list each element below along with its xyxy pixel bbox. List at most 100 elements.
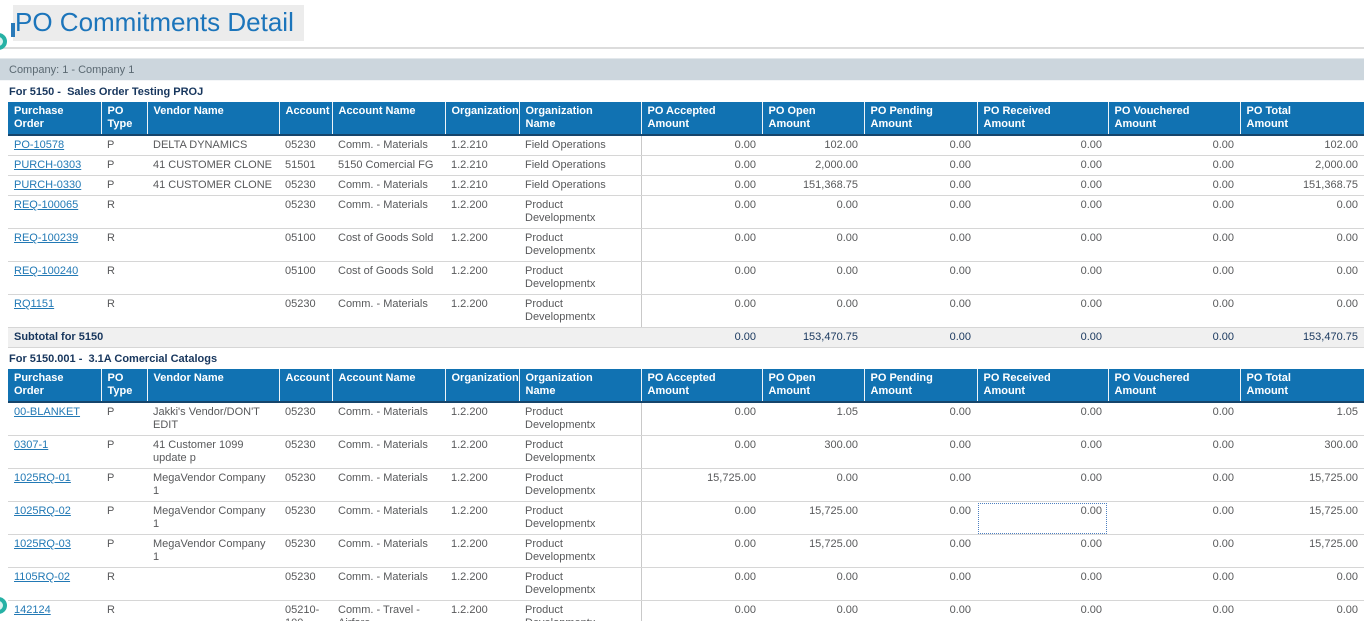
po-link[interactable]: 1105RQ-02: [14, 571, 71, 583]
accepted-cell: 0.00: [641, 402, 762, 436]
po-link[interactable]: 0307-1: [14, 439, 49, 451]
accepted-cell: 0.00: [641, 501, 762, 535]
column-header: PO Total Amount: [1240, 102, 1364, 136]
subtotal-received-cell: 0.00: [977, 327, 1108, 348]
open-cell: 1.05: [762, 402, 864, 436]
accepted-cell: 0.00: [641, 534, 762, 568]
account-name-cell: Comm. - Materials: [332, 567, 445, 601]
org-name-cell: Product Developmentx: [519, 600, 642, 621]
po-link[interactable]: 142124: [14, 604, 51, 616]
vendor-cell: MegaVendor Company 1: [147, 534, 279, 568]
received-cell: 0.00: [977, 294, 1108, 328]
open-cell: 0.00: [762, 261, 864, 295]
column-header: PO Vouchered Amount: [1108, 369, 1241, 403]
open-cell: 102.00: [762, 135, 864, 156]
account-name-cell: Comm. - Materials: [332, 402, 445, 436]
vendor-cell: MegaVendor Company 1: [147, 501, 279, 535]
po-link[interactable]: REQ-100240: [14, 265, 79, 277]
org-cell: 1.2.200: [445, 402, 519, 436]
type-cell: P: [101, 435, 147, 469]
po-cell: 1025RQ-03: [8, 534, 101, 568]
received-cell: 0.00: [977, 155, 1108, 176]
po-link[interactable]: PURCH-0330: [14, 179, 82, 191]
org-name-cell: Field Operations: [519, 155, 642, 176]
type-cell: R: [101, 228, 147, 262]
header-row: Purchase Order PO Type Vendor Name Account A…: [8, 369, 1364, 403]
account-cell: 05230: [279, 534, 332, 568]
subtotal-pending-cell: 0.00: [864, 327, 977, 348]
column-header: Vendor Name: [147, 102, 280, 136]
vendor-cell: [147, 195, 279, 229]
total-cell: 300.00: [1240, 435, 1364, 469]
report-body: For 5150 - Sales Order Testing PROJ Purch…: [0, 81, 1364, 621]
account-name-cell: Comm. - Materials: [332, 195, 445, 229]
po-link[interactable]: RQ1151: [14, 298, 55, 310]
account-cell: 05230: [279, 567, 332, 601]
received-cell: 0.00: [977, 261, 1108, 295]
accepted-cell: 0.00: [641, 135, 762, 156]
received-cell: 0.00: [977, 402, 1108, 436]
account-cell: 05210-100: [279, 600, 332, 621]
total-cell: 102.00: [1240, 135, 1364, 156]
pending-cell: 0.00: [864, 195, 977, 229]
column-header: PO Accepted Amount: [641, 102, 763, 136]
column-header: Vendor Name: [147, 369, 280, 403]
column-header: PO Type: [101, 369, 148, 403]
table-row: REQ-100240 R 05100 Cost of Goods Sold 1.2.20…: [8, 261, 1364, 295]
column-header: PO Type: [101, 102, 148, 136]
account-name-cell: Comm. - Materials: [332, 468, 445, 502]
table-row: 00-BLANKET P Jakki's Vendor/DON'T EDIT 0523…: [8, 402, 1364, 436]
column-header: PO Accepted Amount: [641, 369, 763, 403]
column-header: Organization: [445, 369, 520, 403]
org-cell: 1.2.200: [445, 261, 519, 295]
type-cell: P: [101, 534, 147, 568]
po-link[interactable]: 1025RQ-03: [14, 538, 71, 550]
subtotal-accepted-cell: 0.00: [641, 327, 762, 348]
table-row: 1105RQ-02 R 05230 Comm. - Materials 1.2.200 P…: [8, 567, 1364, 601]
column-header: Account: [279, 102, 333, 136]
vouchered-cell: 0.00: [1108, 468, 1240, 502]
vendor-cell: MegaVendor Company 1: [147, 468, 279, 502]
org-cell: 1.2.200: [445, 534, 519, 568]
received-cell: 0.00: [977, 534, 1108, 568]
total-cell: 15,725.00: [1240, 501, 1364, 535]
accepted-cell: 0.00: [641, 195, 762, 229]
po-link[interactable]: REQ-100239: [14, 232, 79, 244]
po-link[interactable]: REQ-100065: [14, 199, 79, 211]
subtotal-total-cell: 153,470.75: [1240, 327, 1364, 348]
type-cell: P: [101, 175, 147, 196]
pending-cell: 0.00: [864, 600, 977, 621]
column-header: PO Open Amount: [762, 102, 865, 136]
total-cell: 2,000.00: [1240, 155, 1364, 176]
po-link[interactable]: PURCH-0303: [14, 159, 82, 171]
table-row: PO-10578 P DELTA DYNAMICS 05230 Comm. - Mate…: [8, 135, 1364, 156]
po-link[interactable]: 1025RQ-02: [14, 505, 71, 517]
po-cell: REQ-100239: [8, 228, 101, 262]
po-cell: PO-10578: [8, 135, 101, 156]
table-row: PURCH-0330 P 41 CUSTOMER CLONE 05230 Comm. -…: [8, 175, 1364, 196]
open-cell: 0.00: [762, 294, 864, 328]
pending-cell: 0.00: [864, 155, 977, 176]
po-link[interactable]: 00-BLANKET: [14, 406, 81, 418]
vouchered-cell: 0.00: [1108, 435, 1240, 469]
type-cell: P: [101, 135, 147, 156]
total-cell: 151,368.75: [1240, 175, 1364, 196]
po-link[interactable]: 1025RQ-01: [14, 472, 71, 484]
column-header: PO Pending Amount: [864, 369, 978, 403]
commitments-table: Purchase Order PO Type Vendor Name Account A…: [8, 369, 1364, 621]
po-link[interactable]: PO-10578: [14, 139, 65, 151]
account-name-cell: Comm. - Materials: [332, 501, 445, 535]
po-cell: PURCH-0330: [8, 175, 101, 196]
po-cell: REQ-100065: [8, 195, 101, 229]
pending-cell: 0.00: [864, 261, 977, 295]
vouchered-cell: 0.00: [1108, 195, 1240, 229]
focused-cell[interactable]: 0.00: [977, 501, 1108, 535]
org-name-cell: Field Operations: [519, 175, 642, 196]
vendor-cell: [147, 228, 279, 262]
page-title: PO Commitments Detail: [13, 5, 304, 41]
pending-cell: 0.00: [864, 294, 977, 328]
table-row: PURCH-0303 P 41 CUSTOMER CLONE 51501 5150 Co…: [8, 155, 1364, 176]
org-cell: 1.2.200: [445, 567, 519, 601]
pending-cell: 0.00: [864, 228, 977, 262]
org-name-cell: Product Developmentx: [519, 501, 642, 535]
